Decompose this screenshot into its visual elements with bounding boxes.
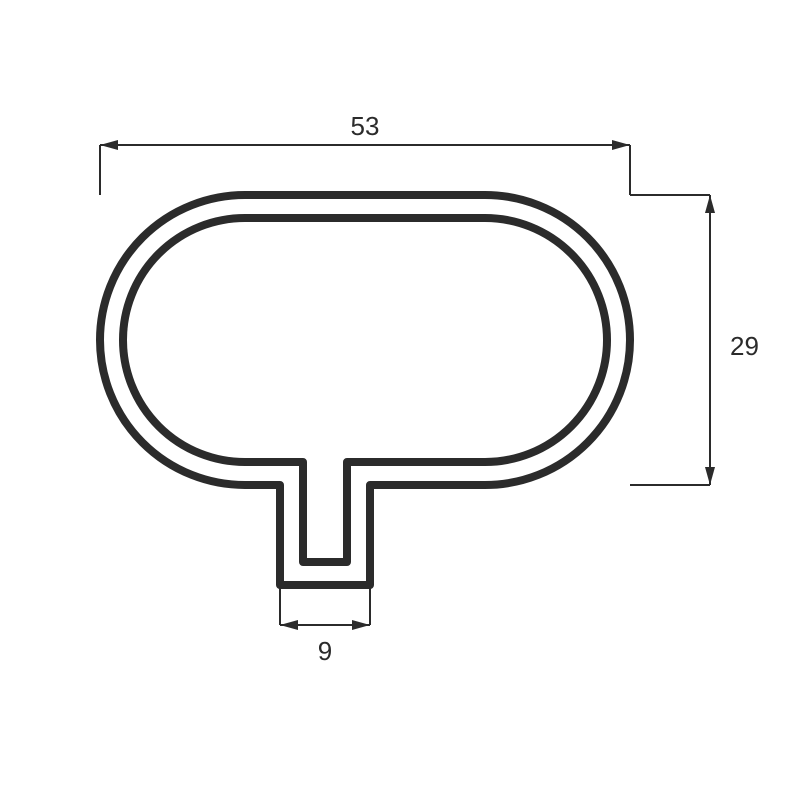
dim-width-label: 53 — [351, 111, 380, 141]
technical-drawing: 53 29 9 — [0, 0, 800, 800]
dim-stem-label: 9 — [318, 636, 332, 666]
arrowhead-icon — [100, 140, 118, 150]
arrowhead-icon — [352, 620, 370, 630]
dim-height-label: 29 — [730, 331, 759, 361]
arrowhead-icon — [280, 620, 298, 630]
arrowhead-icon — [705, 467, 715, 485]
profile-outline — [100, 195, 630, 585]
arrowhead-icon — [612, 140, 630, 150]
arrowhead-icon — [705, 195, 715, 213]
